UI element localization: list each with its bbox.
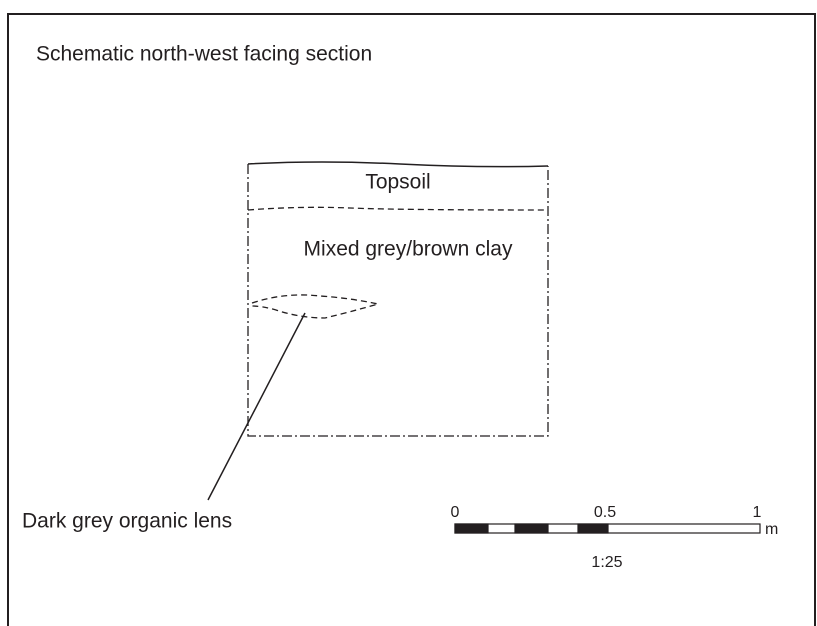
annotation: Dark grey organic lens	[22, 510, 232, 533]
scale-unit: m	[765, 521, 778, 538]
scale-segment	[514, 523, 549, 534]
frame	[7, 13, 816, 626]
scale-ratio: 1:25	[591, 554, 622, 571]
scale-segment	[577, 523, 609, 534]
section	[207, 161, 549, 501]
scale-bar	[454, 523, 761, 534]
leader-line	[207, 312, 306, 501]
scale-tick: 0.5	[594, 504, 616, 521]
lens	[251, 294, 379, 319]
scale-tick: 0	[451, 504, 460, 521]
layer-boundary	[247, 206, 549, 211]
title: Schematic north-west facing section	[36, 43, 372, 66]
section-edge	[247, 164, 549, 437]
layer-label: Topsoil	[365, 171, 430, 194]
scale-tick: 1	[753, 504, 762, 521]
ground-surface	[247, 161, 549, 168]
scale-segment	[454, 523, 489, 534]
layer-label: Mixed grey/brown clay	[304, 238, 513, 261]
